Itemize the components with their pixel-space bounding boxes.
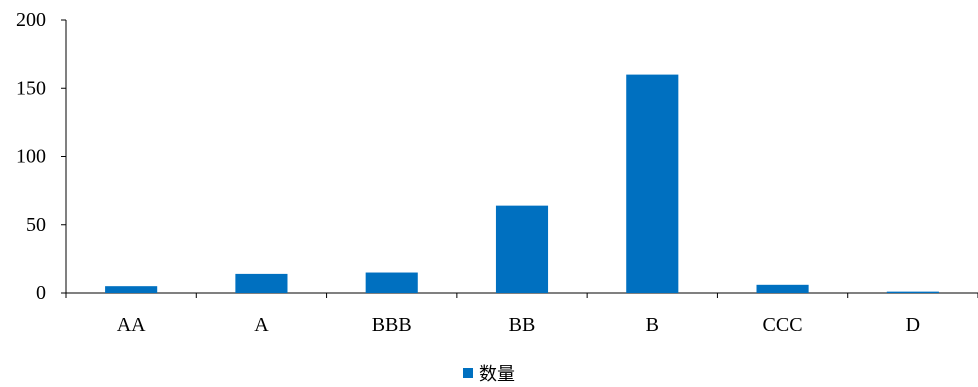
x-tick-label: BBB: [372, 314, 412, 336]
bar-ccc: [756, 284, 809, 293]
bar-bbb: [365, 272, 418, 293]
bar-b: [626, 74, 679, 293]
x-tick-label: A: [254, 314, 269, 336]
x-tick-label: CCC: [763, 314, 803, 336]
legend: 数量: [0, 360, 978, 386]
bar-d: [886, 291, 939, 293]
x-tick-label: D: [906, 314, 920, 336]
y-tick-label: 100: [16, 146, 46, 168]
x-tick-label: AA: [117, 314, 146, 336]
y-tick-label: 50: [26, 214, 46, 236]
legend-label: 数量: [479, 364, 515, 385]
bar-bb: [495, 205, 549, 293]
x-tick-label: B: [646, 314, 659, 336]
y-tick-label: 150: [16, 77, 46, 99]
legend-swatch: [463, 368, 473, 378]
y-tick-label: 200: [16, 9, 46, 31]
bar-aa: [105, 286, 158, 293]
bar-a: [235, 273, 288, 293]
y-tick-label: 0: [36, 282, 46, 304]
x-tick-label: BB: [509, 314, 536, 336]
